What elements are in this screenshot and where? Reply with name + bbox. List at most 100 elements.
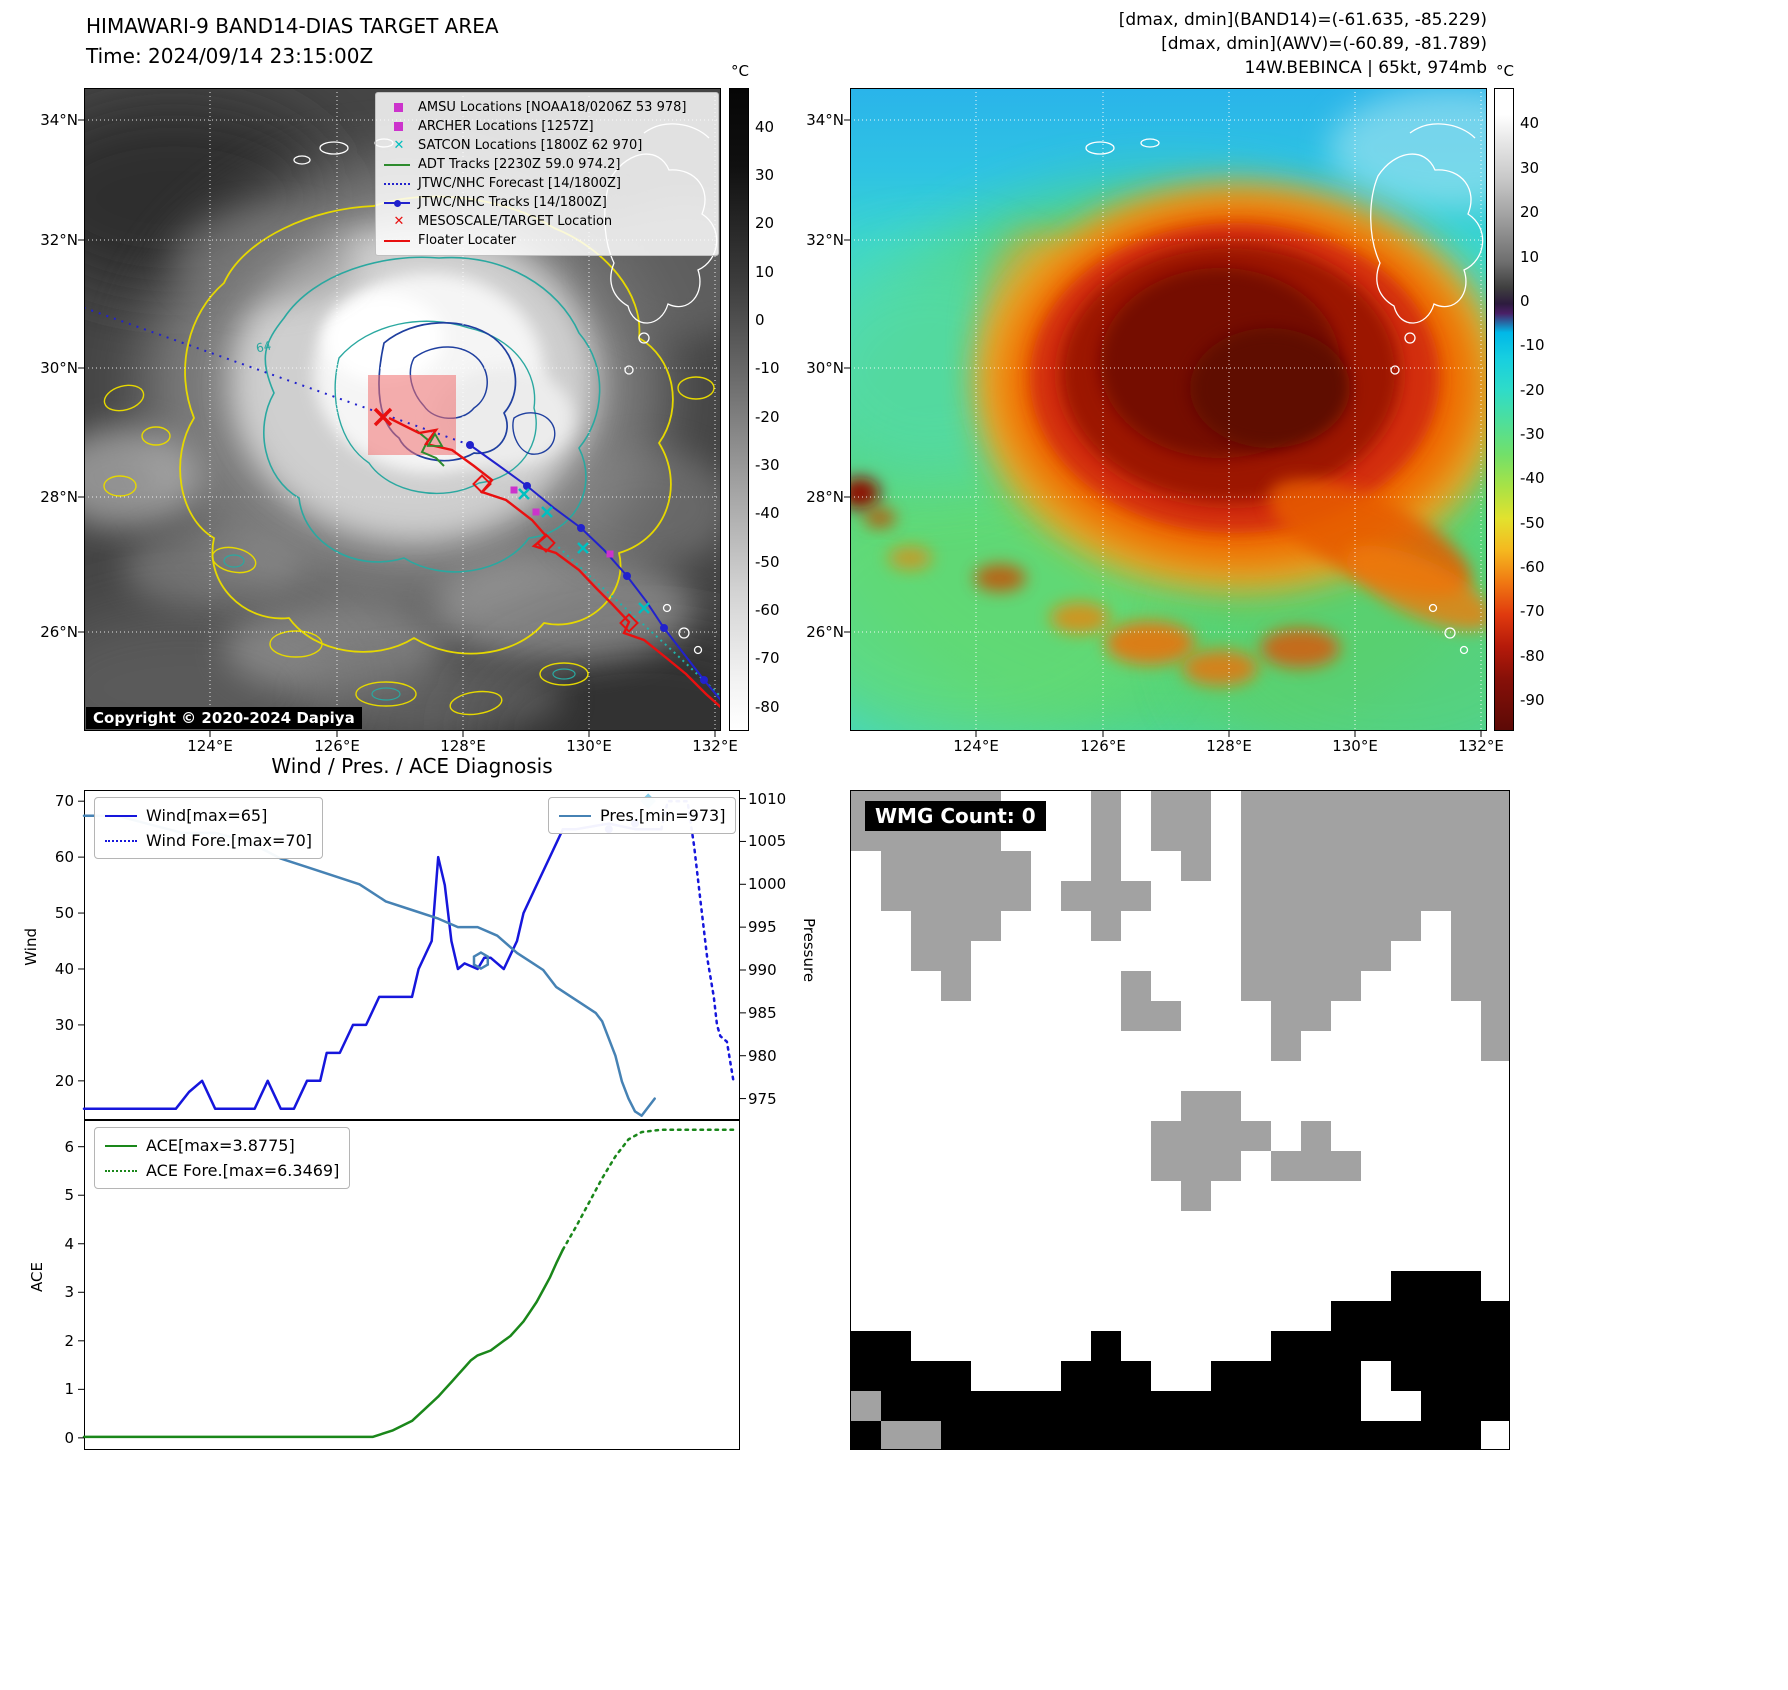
wmg-cell — [1391, 1421, 1421, 1449]
wmg-cell — [881, 1001, 911, 1031]
pressure-legend: Pres.[min=973] — [548, 797, 737, 834]
band14-title: HIMAWARI-9 BAND14-DIAS TARGET AREA — [86, 14, 499, 38]
wmg-cell — [1091, 1061, 1121, 1091]
map-legend-label: SATCON Locations [1800Z 62 970] — [418, 138, 643, 153]
map-legend-label: AMSU Locations [NOAA18/0206Z 53 978] — [418, 100, 687, 115]
adt-track — [415, 429, 445, 467]
map-legend-item: AMSU Locations [NOAA18/0206Z 53 978] — [384, 98, 710, 117]
wmg-cell — [1271, 1271, 1301, 1301]
wmg-cell — [1481, 941, 1509, 971]
wmg-cell — [1001, 1031, 1031, 1061]
colorbar-tick-label: -10 — [755, 359, 780, 378]
wmg-cell — [1211, 1211, 1241, 1241]
colorbar-tick-label: -90 — [1520, 690, 1545, 709]
legend-item: Pres.[min=973] — [559, 803, 725, 828]
copyright-badge: Copyright © 2020-2024 Dapiya — [86, 707, 362, 729]
pressure-axis-label: Pressure — [800, 918, 818, 983]
wmg-cell — [1361, 1061, 1391, 1091]
series-line — [82, 822, 663, 1111]
wmg-cell — [1061, 1061, 1091, 1091]
wmg-cell — [1421, 911, 1451, 941]
wmg-cell — [1151, 1121, 1181, 1151]
wmg-cell — [1211, 821, 1241, 851]
wmg-cell — [881, 971, 911, 1001]
wmg-cell — [1391, 1301, 1421, 1331]
wmg-cell — [1031, 1091, 1061, 1121]
lon-tick-label: 130°E — [566, 737, 612, 755]
wmg-cell — [971, 1361, 1001, 1391]
wmg-cell — [1361, 821, 1391, 851]
wmg-cell — [1391, 1181, 1421, 1211]
wmg-cell — [1211, 1421, 1241, 1449]
wmg-cell — [1151, 791, 1181, 821]
wmg-cell — [1121, 791, 1151, 821]
wmg-cell — [851, 1301, 881, 1331]
ytick-label: 2 — [64, 1331, 74, 1350]
wmg-cell — [1301, 821, 1331, 851]
wmg-cell — [1421, 1241, 1451, 1271]
track-markers — [373, 407, 708, 684]
wmg-cell — [1421, 1061, 1451, 1091]
wmg-cell — [1001, 1181, 1031, 1211]
wmg-cell — [1031, 1301, 1061, 1331]
wmg-cell — [1001, 1121, 1031, 1151]
wmg-cell — [1211, 1241, 1241, 1271]
legend-marker-x-icon: ✕ — [393, 214, 405, 229]
wmg-cell — [911, 881, 941, 911]
map-legend-label: Floater Locater — [418, 233, 517, 248]
wmg-cell — [1121, 1241, 1151, 1271]
wmg-cell — [911, 1361, 941, 1391]
wmg-cell — [1451, 1391, 1481, 1421]
wmg-cell — [1241, 1181, 1271, 1211]
wmg-cell — [1331, 851, 1361, 881]
wmg-cell — [881, 1151, 911, 1181]
wmg-cell — [1121, 1091, 1151, 1121]
wmg-cell — [1181, 1091, 1211, 1121]
wmg-cell — [1391, 1031, 1421, 1061]
wmg-cell — [911, 1331, 941, 1361]
wmg-cell — [851, 1271, 881, 1301]
lon-tick-label: 126°E — [314, 737, 360, 755]
wmg-cell — [1211, 1391, 1241, 1421]
wmg-cell — [1451, 821, 1481, 851]
wmg-cell — [1421, 1391, 1451, 1421]
wmg-cell — [1121, 971, 1151, 1001]
wmg-cell — [1031, 1331, 1061, 1361]
wmg-cell — [1271, 971, 1301, 1001]
legend-marker-line-icon — [384, 239, 410, 242]
lat-tick-label: 28°N — [40, 488, 78, 506]
wmg-cell — [1121, 1001, 1151, 1031]
wmg-cell — [1211, 941, 1241, 971]
wmg-cell — [881, 911, 911, 941]
wmg-cell — [1031, 1361, 1061, 1391]
wmg-cell — [911, 1001, 941, 1031]
wmg-cell — [1031, 1391, 1061, 1421]
colorbar-tick-label: 40 — [755, 117, 775, 136]
map-frame — [850, 88, 1487, 731]
wmg-cell — [1481, 1061, 1509, 1091]
wmg-cell — [911, 911, 941, 941]
wmg-cell — [1181, 1331, 1211, 1361]
wmg-cell — [1091, 1271, 1121, 1301]
wmg-cell — [1031, 971, 1061, 1001]
wmg-cell — [851, 1331, 881, 1361]
lon-tick-label: 130°E — [1332, 737, 1378, 755]
wmg-cell — [881, 1271, 911, 1301]
wmg-cell — [1211, 971, 1241, 1001]
wmg-cell — [911, 1151, 941, 1181]
wmg-cell — [911, 1061, 941, 1091]
wmg-cell — [1301, 1241, 1331, 1271]
wmg-cell — [1481, 881, 1509, 911]
colorbar-tick-label: -50 — [755, 552, 780, 571]
wmg-cell — [911, 851, 941, 881]
map-legend-label: MESOSCALE/TARGET Location — [418, 214, 613, 229]
lat-tick-label: 28°N — [806, 488, 844, 506]
wmg-cell — [851, 1001, 881, 1031]
wmg-cell — [1301, 1391, 1331, 1421]
wmg-cell — [1331, 1211, 1361, 1241]
ir-header: [dmax, dmin](BAND14)=(-61.635, -85.229) … — [1000, 8, 1487, 80]
map-legend-item: JTWC/NHC Forecast [14/1800Z] — [384, 174, 710, 193]
wmg-cell — [1091, 1361, 1121, 1391]
wmg-cell — [971, 1241, 1001, 1271]
